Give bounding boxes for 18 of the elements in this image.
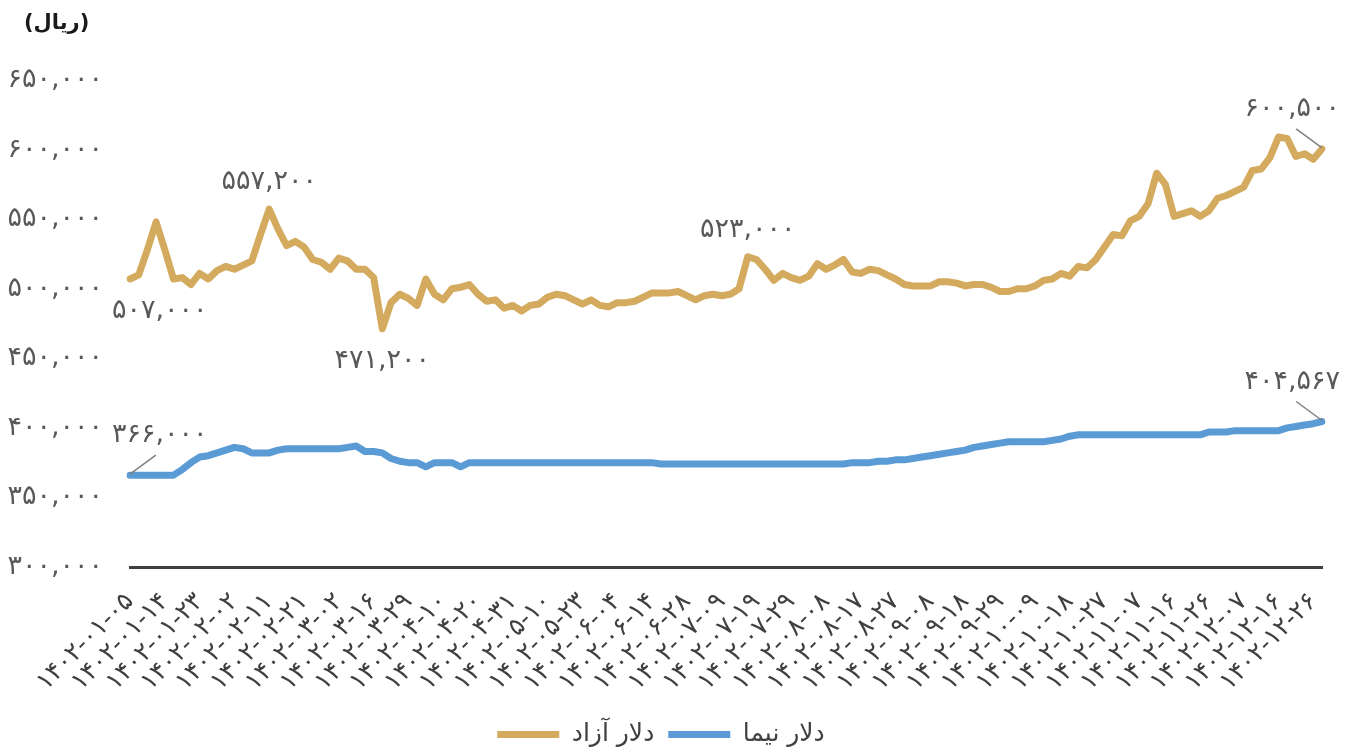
y-tick-label: ۵۰۰,۰۰۰ [7,270,103,302]
y-tick-label: ۳۰۰,۰۰۰ [7,549,103,581]
data-label: ۵۲۳,۰۰۰ [699,211,796,243]
data-label: ۶۰۰,۵۰۰ [1244,90,1341,122]
data-label: ۵۰۷,۰۰۰ [111,292,208,324]
y-tick-label: ۵۵۰,۰۰۰ [7,201,103,233]
legend-label: دلار آزاد [571,717,655,747]
legend-label: دلار نیما [742,718,825,747]
y-tick-label: ۴۰۰,۰۰۰ [7,409,103,441]
data-label: ۳۶۶,۰۰۰ [111,417,208,449]
data-label: ۴۰۴,۵۶۷ [1244,363,1341,395]
y-tick-label: ۳۵۰,۰۰۰ [7,479,103,511]
data-label: ۴۷۱,۲۰۰ [334,342,431,374]
y-tick-label: ۶۵۰,۰۰۰ [7,62,103,94]
y-tick-label: ۶۰۰,۰۰۰ [7,131,103,163]
y-tick-label: ۴۵۰,۰۰۰ [7,340,103,372]
y-axis-title: (ریال) [24,9,90,36]
data-label: ۵۵۷,۲۰۰ [221,164,318,196]
